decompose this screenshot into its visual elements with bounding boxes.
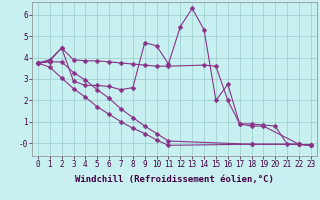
X-axis label: Windchill (Refroidissement éolien,°C): Windchill (Refroidissement éolien,°C): [75, 175, 274, 184]
